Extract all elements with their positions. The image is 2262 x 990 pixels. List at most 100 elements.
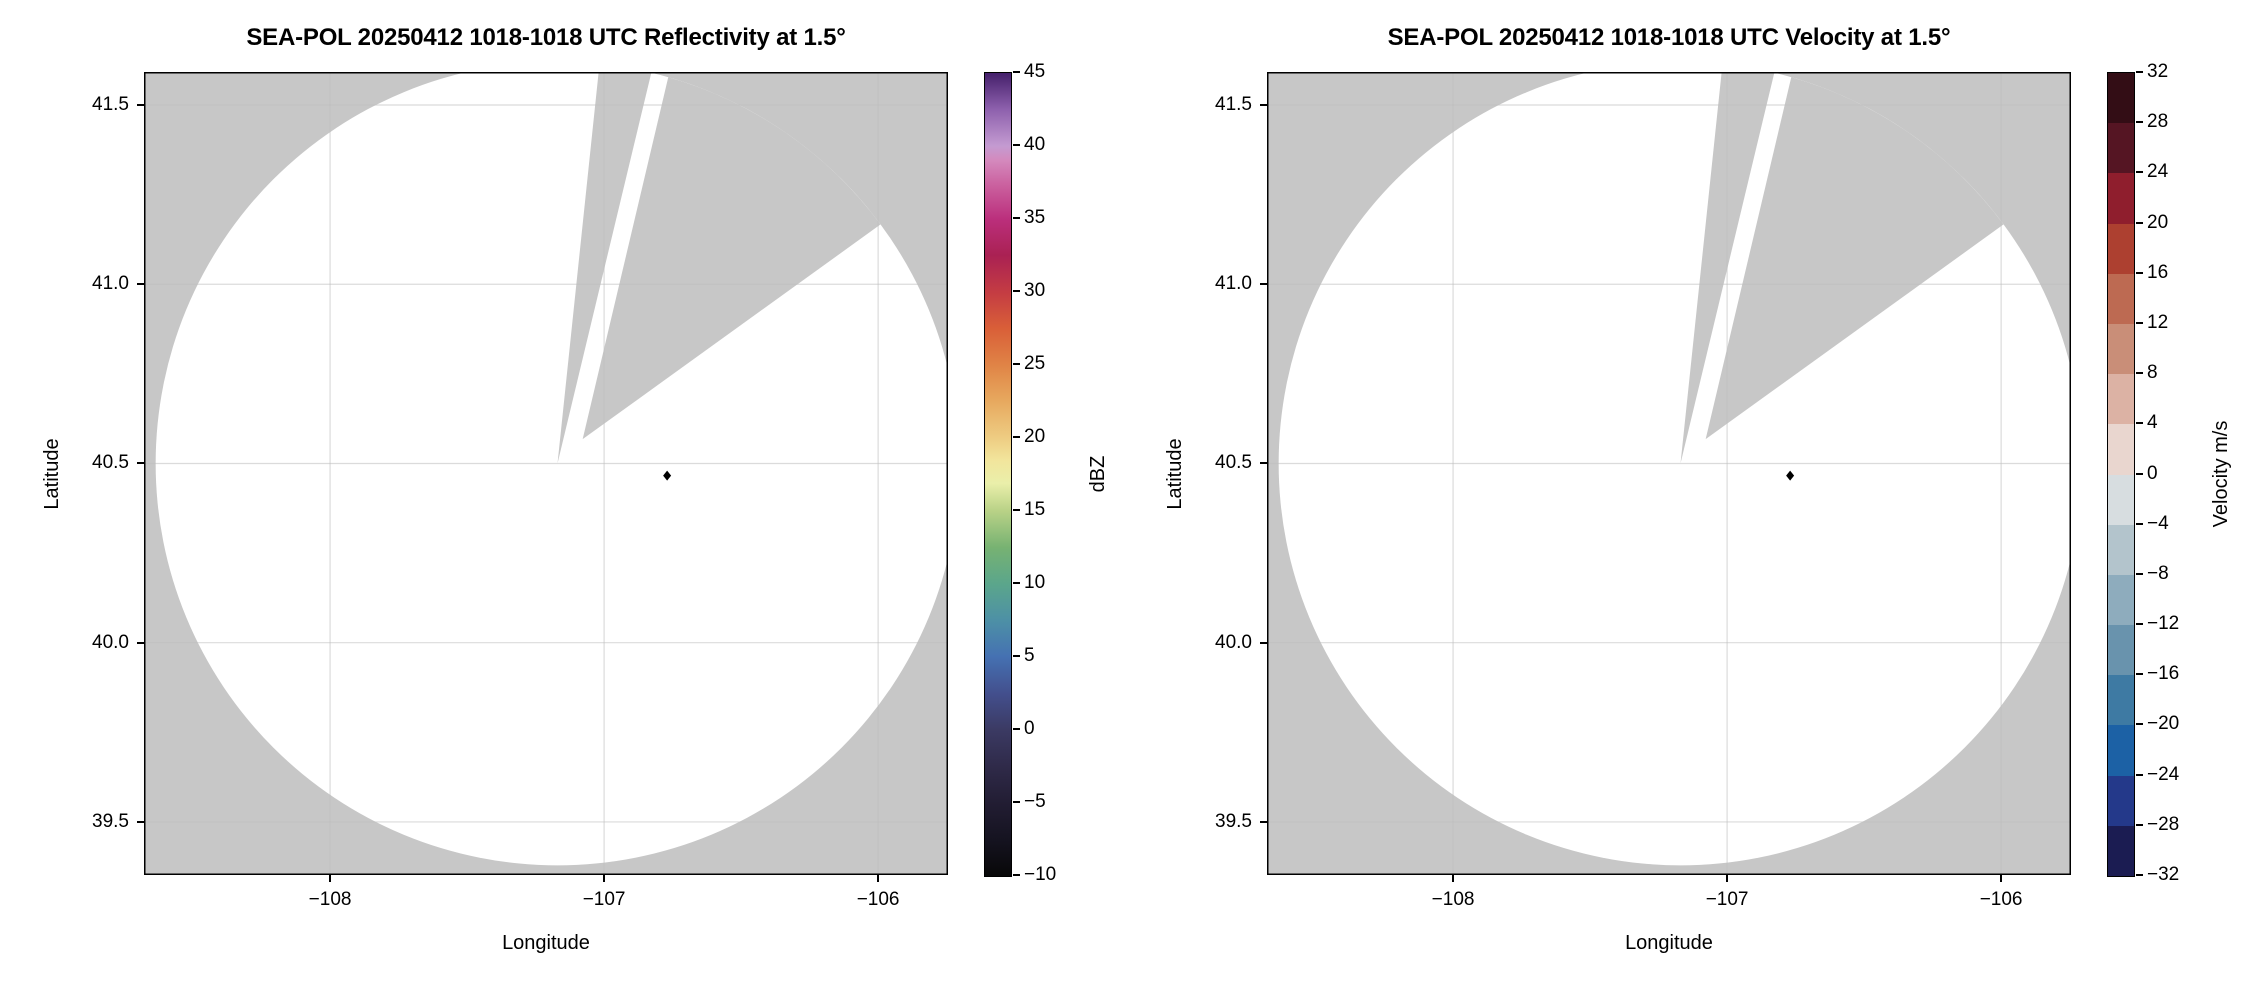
x-tick-mark xyxy=(1726,875,1729,882)
x-tick-label: −106 xyxy=(1979,889,2023,910)
colorbar-tick-label: −4 xyxy=(2147,512,2169,534)
colorbar-tick-label: 28 xyxy=(2147,111,2169,133)
y-tick-label: 40.0 xyxy=(92,631,129,653)
colorbar-tick-mark xyxy=(2136,271,2143,274)
colorbar-tick-label: 0 xyxy=(2147,462,2158,484)
colorbar-tick-label: 15 xyxy=(1024,499,1046,520)
y-tick-label: 39.5 xyxy=(92,810,129,832)
colorbar-tick-label: 20 xyxy=(2147,211,2169,233)
colorbar-tick-mark xyxy=(2136,121,2143,124)
colorbar-segment xyxy=(2108,73,2134,124)
colorbar-tick-label: −32 xyxy=(2147,864,2180,885)
y-tick-label: 40.0 xyxy=(1215,631,1252,653)
x-tick-label: −107 xyxy=(1705,889,1749,910)
colorbar-tick-label: 16 xyxy=(2147,261,2169,283)
colorbar-tick-mark xyxy=(2136,723,2143,726)
colorbar-tick-label: 25 xyxy=(1024,353,1046,374)
blocked-sector-wide xyxy=(582,77,881,440)
colorbar-tick-label: 20 xyxy=(1024,426,1046,447)
colorbar-tick-mark xyxy=(2136,572,2143,575)
colorbar-tick-mark xyxy=(1013,582,1020,584)
colorbar-tick-label: 45 xyxy=(1024,61,1046,82)
y-tick-label: 41.0 xyxy=(92,273,129,295)
colorbar-tick-label: 40 xyxy=(1024,134,1046,155)
y-tick-mark xyxy=(137,462,144,465)
colorbar-tick-label: −28 xyxy=(2147,813,2180,835)
colorbar-tick-label: −12 xyxy=(2147,613,2180,635)
colorbar-segment xyxy=(2108,625,2134,676)
colorbar-tick-mark xyxy=(1013,71,1020,73)
colorbar-tick-mark xyxy=(1013,290,1020,292)
y-tick-label: 40.5 xyxy=(1215,452,1252,474)
y-tick-mark xyxy=(1260,103,1267,106)
y-tick-mark xyxy=(1260,283,1267,286)
x-tick-label: −108 xyxy=(308,889,352,910)
y-tick-mark xyxy=(137,283,144,286)
colorbar-segment xyxy=(2108,675,2134,726)
x-tick-label: −106 xyxy=(856,889,900,910)
colorbar-segment xyxy=(2108,323,2134,375)
colorbar-tick-mark xyxy=(1013,801,1020,803)
panel-title: SEA-POL 20250412 1018-1018 UTC Velocity … xyxy=(1387,24,1951,51)
colorbar-tick-label: 8 xyxy=(2147,362,2158,384)
colorbar-segment xyxy=(2108,574,2134,626)
colorbar-tick-mark xyxy=(2136,221,2143,224)
x-tick-mark xyxy=(877,875,880,882)
colorbar xyxy=(984,72,1012,877)
echo-point xyxy=(1786,470,1795,481)
colorbar-tick-mark xyxy=(2136,773,2143,776)
axes-border xyxy=(1267,72,2071,875)
blocked-sector-wide xyxy=(1705,77,2004,440)
x-tick-mark xyxy=(603,875,606,882)
colorbar-tick-mark xyxy=(1013,874,1020,876)
colorbar-tick-mark xyxy=(1013,217,1020,219)
colorbar-segment xyxy=(2108,474,2134,526)
colorbar-tick-label: 4 xyxy=(2147,412,2158,434)
axes-border xyxy=(144,72,948,875)
colorbar xyxy=(2107,72,2135,877)
colorbar-tick-mark xyxy=(1013,655,1020,657)
colorbar-tick-mark xyxy=(2136,472,2143,475)
y-tick-mark xyxy=(137,820,144,823)
colorbar-segment xyxy=(2108,273,2134,325)
colorbar-tick-mark xyxy=(2136,422,2143,425)
colorbar-tick-mark xyxy=(2136,71,2143,73)
y-tick-label: 39.5 xyxy=(1215,810,1252,832)
panel-title: SEA-POL 20250412 1018-1018 UTC Reflectiv… xyxy=(246,24,846,51)
colorbar-tick-label: 24 xyxy=(2147,161,2169,183)
colorbar-tick-label: −5 xyxy=(1024,791,1046,812)
colorbar-tick-mark xyxy=(2136,372,2143,375)
colorbar-segment xyxy=(2108,524,2134,576)
colorbar-tick-label: 10 xyxy=(1024,572,1046,593)
x-tick-mark xyxy=(2000,875,2003,882)
x-tick-label: −107 xyxy=(582,889,626,910)
colorbar-tick-label: 30 xyxy=(1024,280,1046,301)
colorbar-segment xyxy=(2108,424,2134,475)
colorbar-tick-mark xyxy=(1013,509,1020,511)
colorbar-tick-label: −16 xyxy=(2147,663,2180,685)
colorbar-tick-label: −10 xyxy=(1024,864,1057,885)
colorbar-tick-mark xyxy=(2136,623,2143,626)
colorbar-tick-mark xyxy=(2136,321,2143,324)
colorbar-tick-label: −24 xyxy=(2147,763,2180,785)
y-tick-label: 41.0 xyxy=(1215,273,1252,295)
colorbar-segment xyxy=(2108,123,2134,174)
colorbar-segment xyxy=(2108,173,2134,225)
colorbar-tick-label: 12 xyxy=(2147,311,2169,333)
x-tick-mark xyxy=(329,875,332,882)
y-tick-mark xyxy=(137,103,144,106)
colorbar-tick-mark xyxy=(2136,673,2143,676)
colorbar-tick-label: 5 xyxy=(1024,645,1035,666)
y-tick-label: 41.5 xyxy=(92,93,129,115)
map-area xyxy=(144,72,948,875)
colorbar-tick-mark xyxy=(2136,171,2143,174)
colorbar-tick-label: −8 xyxy=(2147,562,2169,584)
colorbar-tick-mark xyxy=(2136,522,2143,525)
x-axis-label: Longitude xyxy=(1625,931,1713,954)
y-tick-mark xyxy=(1260,462,1267,465)
y-tick-label: 41.5 xyxy=(1215,93,1252,115)
colorbar-tick-mark xyxy=(2136,823,2143,826)
